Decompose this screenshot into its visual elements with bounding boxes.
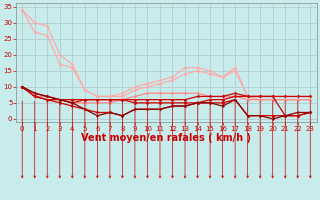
X-axis label: Vent moyen/en rafales ( km/h ): Vent moyen/en rafales ( km/h ) [81, 133, 251, 143]
